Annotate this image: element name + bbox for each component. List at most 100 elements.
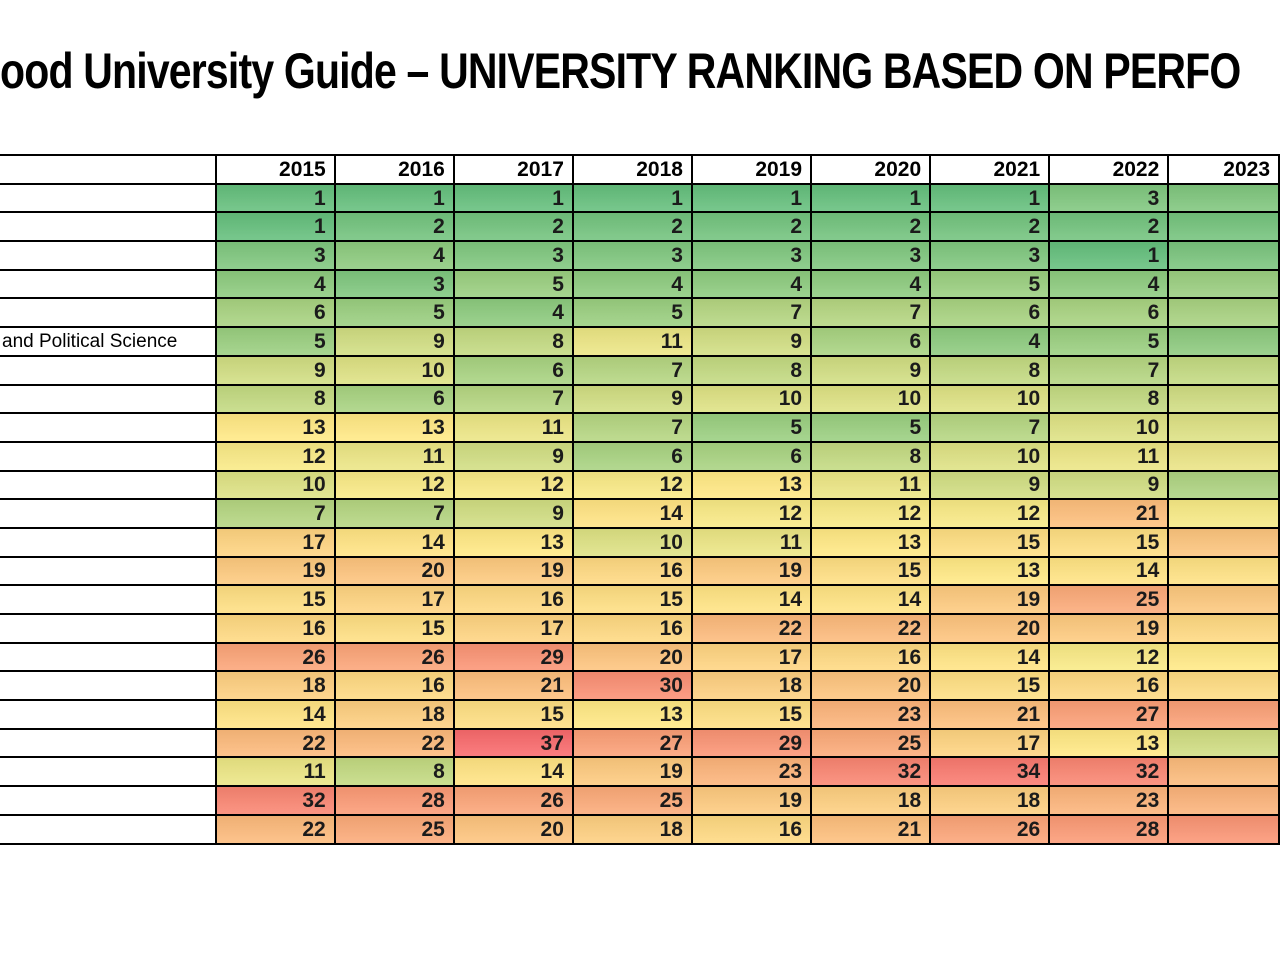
- university-label-cell: [0, 498, 217, 529]
- rank-cell: 34: [929, 756, 1051, 788]
- rank-cell: 6: [571, 440, 693, 472]
- rank-cell: 22: [214, 813, 336, 845]
- rank-cell: 17: [452, 613, 574, 644]
- university-label-cell: [0, 383, 217, 415]
- rank-cell: 10: [571, 526, 693, 558]
- university-label-cell: [0, 354, 217, 386]
- rank-cell: 7: [571, 354, 693, 386]
- rank-cell: 7: [690, 297, 813, 329]
- rank-cell: 14: [690, 584, 813, 615]
- rank-cell: 11: [690, 526, 813, 558]
- rank-cell: 3: [929, 240, 1051, 271]
- rank-cell: 10: [1048, 412, 1170, 443]
- rank-cell: 8: [929, 354, 1051, 386]
- university-label-cell: and Political Science: [0, 326, 217, 357]
- rank-cell: 12: [929, 498, 1051, 529]
- rank-cell: 4: [1048, 268, 1170, 300]
- rank-cell: 3: [810, 240, 932, 271]
- university-label-cell: [0, 211, 217, 243]
- rank-cell: 15: [690, 699, 813, 730]
- rank-cell: 5: [690, 412, 813, 443]
- rank-cell: 9: [452, 440, 574, 472]
- university-label-cell: [0, 526, 217, 558]
- table-row: 19 20 19 16 19 15 13 14: [0, 555, 1280, 587]
- rank-cell: 25: [810, 727, 932, 759]
- rank-cell: 15: [333, 613, 455, 644]
- year-header-2016: 2016: [333, 154, 455, 185]
- rank-cell: 17: [214, 526, 336, 558]
- rank-cell: 12: [333, 469, 455, 501]
- rank-cell: 17: [333, 584, 455, 615]
- rank-cell-partial: [1167, 326, 1280, 357]
- rank-cell: 5: [929, 268, 1051, 300]
- rank-cell: 10: [214, 469, 336, 501]
- rank-cell-partial: [1167, 727, 1280, 759]
- rank-cell: 10: [690, 383, 813, 415]
- university-label-cell: [0, 727, 217, 759]
- rank-cell: 13: [1048, 727, 1170, 759]
- rank-cell: 20: [571, 641, 693, 673]
- rank-cell-partial: [1167, 440, 1280, 472]
- rank-cell: 7: [1048, 354, 1170, 386]
- rank-cell: 5: [452, 268, 574, 300]
- rank-cell: 18: [929, 785, 1051, 816]
- rank-cell: 15: [1048, 526, 1170, 558]
- rank-cell: 13: [452, 526, 574, 558]
- university-label-cell: [0, 268, 217, 300]
- rank-cell: 12: [452, 469, 574, 501]
- rank-cell: 16: [571, 555, 693, 587]
- rank-cell: 16: [1048, 670, 1170, 702]
- rank-cell: 3: [1048, 182, 1170, 214]
- rank-cell: 10: [929, 383, 1051, 415]
- rank-cell: 28: [1048, 813, 1170, 845]
- rank-cell-partial: [1167, 613, 1280, 644]
- rank-cell: 19: [571, 756, 693, 788]
- rank-cell: 20: [452, 813, 574, 845]
- rank-cell: 8: [333, 756, 455, 788]
- rank-cell: 8: [1048, 383, 1170, 415]
- rank-cell-partial: [1167, 756, 1280, 788]
- rank-cell: 22: [214, 727, 336, 759]
- rank-cell: 7: [452, 383, 574, 415]
- rank-cell: 12: [1048, 641, 1170, 673]
- rank-cell: 9: [810, 354, 932, 386]
- rank-cell-partial: [1167, 584, 1280, 615]
- rank-cell: 14: [810, 584, 932, 615]
- rank-cell: 6: [214, 297, 336, 329]
- year-header-2021: 2021: [929, 154, 1051, 185]
- rank-cell: 15: [929, 526, 1051, 558]
- rank-cell: 4: [690, 268, 813, 300]
- rank-cell: 16: [571, 613, 693, 644]
- rank-cell: 21: [452, 670, 574, 702]
- university-label-cell: [0, 813, 217, 845]
- rank-cell: 1: [929, 182, 1051, 214]
- rank-cell: 16: [214, 613, 336, 644]
- table-row: 16 15 17 16 22 22 20 19: [0, 613, 1280, 644]
- rank-cell: 10: [929, 440, 1051, 472]
- corner-header-cell: [0, 154, 217, 185]
- rank-cell: 20: [333, 555, 455, 587]
- rank-cell: 11: [333, 440, 455, 472]
- year-header-2015: 2015: [214, 154, 336, 185]
- rank-cell: 13: [929, 555, 1051, 587]
- rank-cell: 6: [333, 383, 455, 415]
- rank-cell: 9: [1048, 469, 1170, 501]
- university-label-cell: [0, 440, 217, 472]
- rank-cell-partial: [1167, 383, 1280, 415]
- rank-cell: 7: [929, 412, 1051, 443]
- rank-cell: 6: [452, 354, 574, 386]
- rank-cell: 7: [571, 412, 693, 443]
- rank-cell: 7: [214, 498, 336, 529]
- rank-cell: 8: [452, 326, 574, 357]
- rank-cell: 18: [214, 670, 336, 702]
- table-row: 17 14 13 10 11 13 15 15: [0, 526, 1280, 558]
- rank-cell: 18: [571, 813, 693, 845]
- university-label-cell: [0, 641, 217, 673]
- table-row: 10 12 12 12 13 11 9 9: [0, 469, 1280, 501]
- rank-cell: 14: [452, 756, 574, 788]
